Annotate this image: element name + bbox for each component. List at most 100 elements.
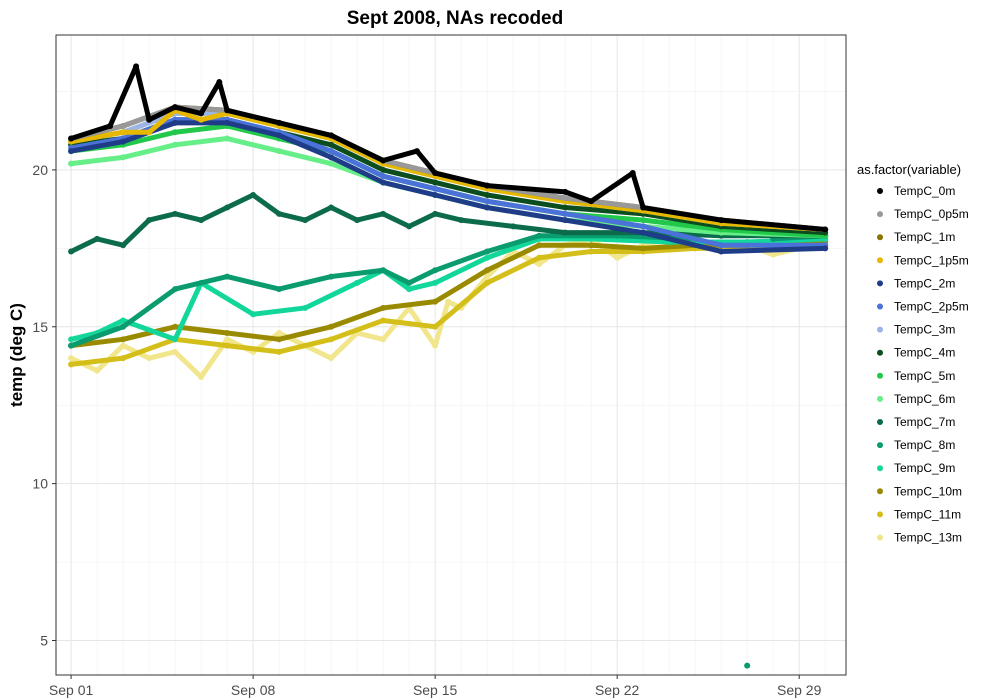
legend: TempC_0m TempC_0p5m TempC_1m TempC_1p5m Temp… [877,184,969,545]
data-trace [172,280,204,342]
legend-label: TempC_3m [894,323,955,337]
data-trace [224,110,282,129]
legend-label: TempC_13m [894,531,962,545]
data-trace [120,286,178,330]
data-trace [224,117,282,135]
data-trace [302,280,360,311]
data-trace [198,280,256,317]
data-trace [276,211,308,223]
data-trace [120,217,152,248]
legend-key [877,188,883,194]
chart-title: Sept 2008, NAs recoded [347,8,563,29]
data-trace [432,192,490,211]
data-trace [432,255,490,286]
data-trace [432,179,490,198]
data-trace [146,211,178,223]
data-trace [328,148,386,179]
data-trace [718,217,828,233]
plot-panel-border [55,34,847,676]
legend-label: TempC_4m [894,346,955,360]
data-trace [354,330,386,342]
legend-label: TempC_8m [894,438,955,452]
data-trace [432,186,490,204]
data-trace [328,132,386,163]
data-trace [328,317,386,342]
data-trace [328,305,386,330]
data-trace [432,211,464,223]
data-trace [588,170,636,204]
data-trace [216,79,230,113]
data-trace [380,179,438,198]
legend-label: TempC_10m [894,484,962,498]
legend-label: TempC_2m [894,276,955,290]
data-trace [172,104,204,116]
legend-label: TempC_0m [894,184,955,198]
data-trace [484,236,542,261]
legend-key [877,349,883,356]
data-trace [380,148,420,163]
data-trace [172,336,230,349]
data-trace [562,189,594,204]
y-tick-label: 15 [32,319,48,335]
data-trace [718,227,828,239]
data-trace [380,161,438,179]
data-trace [458,217,516,229]
legend-key [877,442,883,449]
legend-key [877,465,883,472]
data-trace [68,123,113,142]
data-trace [640,205,724,223]
data-trace [640,217,724,233]
data-trace [172,136,230,148]
data-trace [302,205,334,223]
data-trace [68,136,126,151]
data-trace [432,267,490,305]
legend-title: as.factor(variable) [857,162,961,177]
data-trace [354,211,386,223]
data-trace [484,255,542,286]
data-trace [120,129,178,148]
data-trace [68,139,126,154]
data-trace [562,205,646,217]
legend-key [877,211,883,218]
data-trace [224,274,282,292]
legend-key [877,534,883,541]
data-trace [640,230,724,254]
legend-label: TempC_1p5m [894,253,969,267]
y-tick-label: 10 [32,476,48,492]
data-trace [198,110,230,123]
data-trace [640,211,724,229]
data-trace [640,208,724,226]
data-trace [380,157,438,176]
data-trace [484,205,568,223]
data-trace [68,129,126,145]
data-trace [562,198,646,214]
data-trace [562,211,646,229]
data-trace [68,355,126,367]
data-trace [484,242,542,273]
data-trace [718,245,828,254]
data-trace [562,195,646,211]
data-trace [94,236,126,248]
data-trace [380,317,438,330]
data-trace [276,274,334,292]
data-points [68,63,829,669]
data-trace [120,324,178,342]
data-trace [146,104,178,123]
data-trace [120,336,178,361]
data-trace [588,242,646,251]
data-trace [328,267,386,280]
data-trace [432,280,490,330]
data-trace [276,336,334,355]
data-trace [276,123,334,142]
data-trace [510,223,568,236]
x-tick-label: Sep 22 [595,682,640,698]
data-trace [172,123,230,135]
data-trace [172,274,230,292]
data-trace [484,233,542,254]
legend-key [877,419,883,425]
data-trace [640,242,698,251]
data-trace [68,154,126,167]
data-trace [380,211,412,229]
data-point [822,226,829,233]
data-trace [328,142,386,173]
